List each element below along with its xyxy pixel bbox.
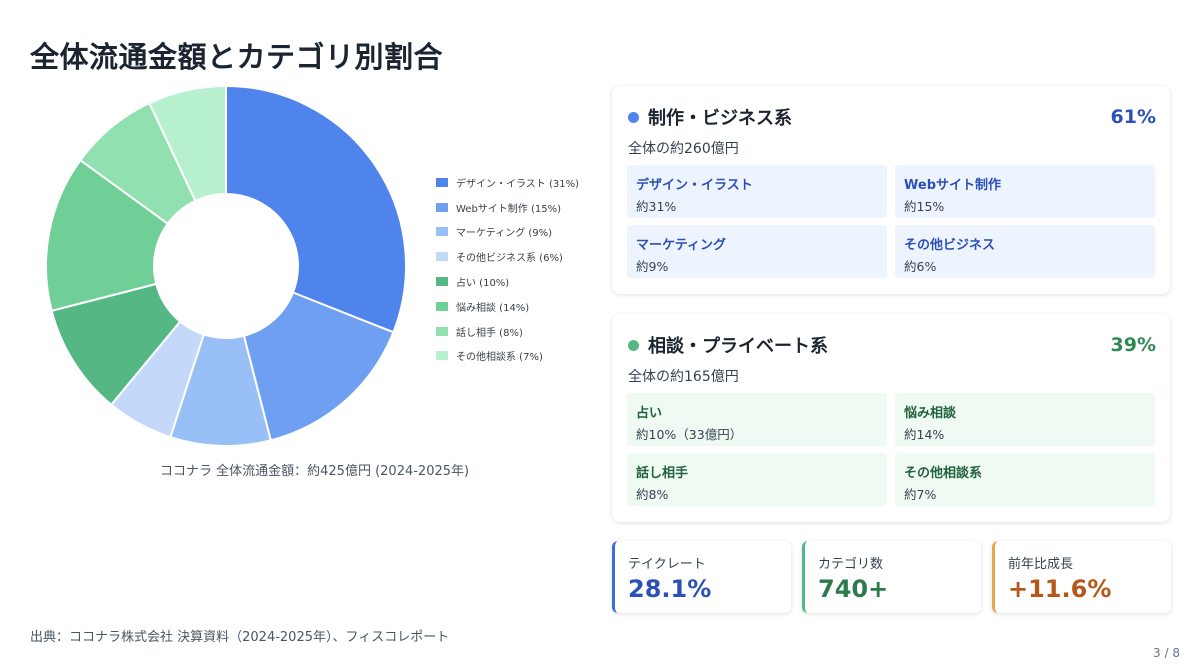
subcategory-value: 約15% bbox=[904, 199, 945, 214]
legend-item: 占い (10%) bbox=[436, 269, 579, 294]
group-subcategory-grid: デザイン・イラスト 約31% Webサイト制作 約15% マーケティング 約9%… bbox=[627, 165, 1156, 278]
group-dot-icon bbox=[628, 339, 639, 351]
stat-label: カテゴリ数 bbox=[818, 557, 884, 572]
legend-swatch bbox=[436, 252, 448, 262]
subcategory-cell: その他ビジネス 約6% bbox=[895, 225, 1155, 278]
legend-swatch bbox=[436, 326, 448, 336]
group-dot-icon bbox=[628, 111, 639, 123]
legend-label: デザイン・イラスト (31%) bbox=[456, 178, 580, 190]
legend-item: マーケティング (9%) bbox=[436, 220, 579, 245]
legend-label: 占い (10%) bbox=[456, 278, 510, 290]
chart-legend: デザイン・イラスト (31%) Webサイト制作 (15%) マーケティング (9%… bbox=[436, 170, 579, 368]
legend-label: 話し相手 (8%) bbox=[456, 327, 523, 339]
legend-item: デザイン・イラスト (31%) bbox=[436, 170, 579, 195]
donut-slice bbox=[225, 84, 407, 334]
stat-value: 28.1% bbox=[628, 575, 712, 603]
subcategory-value: 約8% bbox=[636, 487, 669, 502]
legend-label: その他相談系 (7%) bbox=[456, 352, 543, 364]
legend-swatch bbox=[436, 227, 448, 237]
subcategory-cell: その他相談系 約7% bbox=[895, 453, 1155, 506]
subcategory-name: 悩み相談 bbox=[904, 406, 957, 421]
legend-item: 話し相手 (8%) bbox=[436, 319, 579, 344]
legend-swatch bbox=[436, 202, 448, 212]
donut-chart bbox=[45, 84, 407, 447]
legend-item: その他相談系 (7%) bbox=[436, 344, 579, 369]
legend-label: 悩み相談 (14%) bbox=[456, 302, 530, 314]
legend-swatch bbox=[436, 177, 448, 187]
group-card-header: 相談・プライベート系 39% bbox=[628, 332, 1156, 358]
group-subtitle: 全体の約260億円 bbox=[628, 141, 739, 157]
legend-label: Webサイト制作 (15%) bbox=[456, 203, 562, 215]
subcategory-name: マーケティング bbox=[636, 238, 726, 253]
stat-value: 740+ bbox=[818, 575, 889, 603]
page-title: 全体流通金額とカテゴリ別割合 bbox=[30, 40, 444, 74]
legend-label: その他ビジネス系 (6%) bbox=[456, 253, 563, 265]
group-percent: 39% bbox=[1110, 334, 1156, 356]
donut-slice bbox=[45, 158, 170, 312]
stat-value: +11.6% bbox=[1008, 575, 1112, 603]
group-name: 制作・ビジネス系 bbox=[648, 108, 792, 129]
stat-card-yoy-growth: 前年比成長 +11.6% bbox=[992, 541, 1171, 613]
subcategory-value: 約9% bbox=[636, 259, 669, 274]
stat-card-take-rate: テイクレート 28.1% bbox=[612, 541, 791, 613]
subcategory-cell: デザイン・イラスト 約31% bbox=[627, 165, 887, 218]
group-percent: 61% bbox=[1110, 106, 1156, 128]
stat-label: 前年比成長 bbox=[1008, 557, 1074, 572]
stat-card-category-count: カテゴリ数 740+ bbox=[802, 541, 981, 613]
group-card-business: 制作・ビジネス系 61% 全体の約260億円 デザイン・イラスト 約31% We… bbox=[612, 86, 1170, 294]
subcategory-name: その他相談系 bbox=[904, 466, 983, 481]
page-number: 3 / 8 bbox=[1153, 646, 1180, 660]
subcategory-name: その他ビジネス bbox=[904, 238, 996, 253]
legend-swatch bbox=[436, 277, 448, 287]
chart-caption: ココナラ 全体流通金額：約425億円 (2024-2025年) bbox=[160, 464, 470, 479]
subcategory-cell: 話し相手 約8% bbox=[627, 453, 887, 506]
legend-item: その他ビジネス系 (6%) bbox=[436, 244, 579, 269]
subcategory-cell: 占い 約10%（33億円） bbox=[627, 393, 887, 446]
subcategory-cell: Webサイト制作 約15% bbox=[895, 165, 1155, 218]
group-subtitle: 全体の約165億円 bbox=[628, 369, 739, 385]
donut-slice bbox=[242, 291, 395, 442]
legend-swatch bbox=[436, 351, 448, 361]
subcategory-name: 話し相手 bbox=[636, 466, 689, 481]
legend-item: Webサイト制作 (15%) bbox=[436, 195, 579, 220]
group-card-consultation: 相談・プライベート系 39% 全体の約165億円 占い 約10%（33億円） 悩… bbox=[612, 314, 1170, 522]
subcategory-cell: マーケティング 約9% bbox=[627, 225, 887, 278]
subcategory-value: 約10%（33億円） bbox=[636, 427, 743, 442]
legend-label: マーケティング (9%) bbox=[456, 228, 553, 240]
donut-chart-area: デザイン・イラスト (31%) Webサイト制作 (15%) マーケティング (9%… bbox=[30, 82, 600, 482]
source-note: 出典：ココナラ株式会社 決算資料（2024-2025年）、フィスコレポート bbox=[30, 630, 450, 645]
group-card-header: 制作・ビジネス系 61% bbox=[628, 104, 1156, 130]
group-subcategory-grid: 占い 約10%（33億円） 悩み相談 約14% 話し相手 約8% その他相談系 … bbox=[627, 393, 1156, 506]
subcategory-value: 約6% bbox=[904, 259, 937, 274]
subcategory-value: 約14% bbox=[904, 427, 945, 442]
subcategory-name: Webサイト制作 bbox=[904, 178, 1001, 193]
subcategory-value: 約31% bbox=[636, 199, 677, 214]
subcategory-cell: 悩み相談 約14% bbox=[895, 393, 1155, 446]
legend-item: 悩み相談 (14%) bbox=[436, 294, 579, 319]
donut-slice bbox=[148, 84, 227, 203]
subcategory-name: デザイン・イラスト bbox=[636, 178, 753, 193]
group-name: 相談・プライベート系 bbox=[648, 336, 828, 357]
subcategory-value: 約7% bbox=[904, 487, 937, 502]
stat-label: テイクレート bbox=[628, 557, 706, 572]
legend-swatch bbox=[436, 301, 448, 311]
subcategory-name: 占い bbox=[636, 406, 663, 421]
